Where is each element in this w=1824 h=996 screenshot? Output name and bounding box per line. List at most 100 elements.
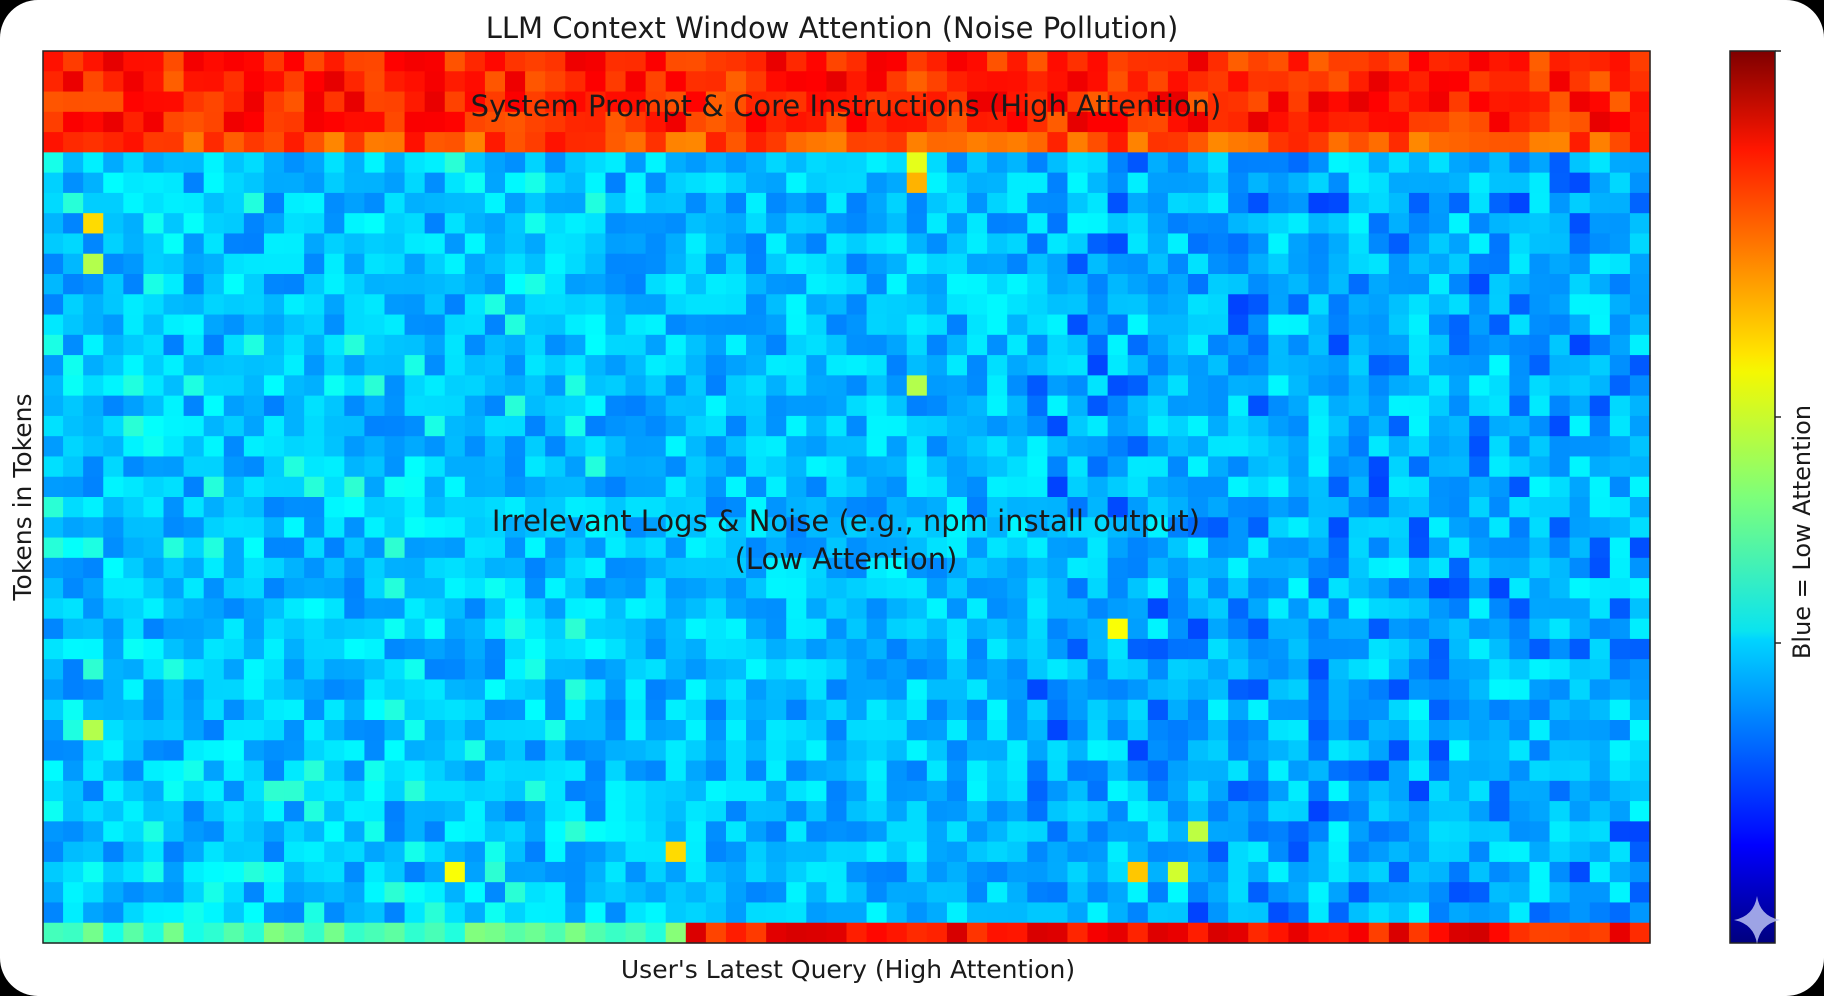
heatmap-cell [665, 213, 687, 235]
heatmap-cell [203, 456, 225, 478]
heatmap-cell [364, 213, 386, 235]
heatmap-cell [1529, 841, 1551, 863]
heatmap-cell [926, 760, 948, 782]
heatmap-cell [344, 395, 365, 417]
heatmap-cell [1589, 334, 1611, 356]
heatmap-cell [163, 355, 185, 376]
heatmap-cell [123, 132, 145, 153]
heatmap-cell [1589, 821, 1611, 843]
heatmap-cell [1007, 882, 1028, 904]
heatmap-cell [243, 497, 265, 518]
heatmap-cell [645, 192, 667, 214]
heatmap-cell [846, 91, 868, 113]
heatmap-cell [1288, 517, 1310, 539]
heatmap-cell [1328, 821, 1350, 843]
heatmap-cell [725, 659, 747, 681]
heatmap-cell [946, 882, 968, 904]
heatmap-cell [1529, 192, 1551, 214]
heatmap-cell [1007, 415, 1028, 437]
heatmap-cell [1248, 111, 1269, 133]
heatmap-cell [806, 699, 828, 721]
heatmap-cell [725, 537, 747, 559]
heatmap-cell [746, 861, 767, 883]
heatmap-cell [1529, 740, 1551, 762]
heatmap-cell [1147, 902, 1169, 924]
heatmap-cell [967, 91, 988, 113]
heatmap-cell [685, 476, 707, 498]
heatmap-cell [565, 882, 586, 904]
heatmap-cell [83, 172, 104, 194]
heatmap-cell [1348, 51, 1370, 72]
heatmap-cell [1268, 152, 1290, 174]
heatmap-cell [665, 740, 687, 762]
heatmap-cell [665, 497, 687, 518]
heatmap-cell [284, 598, 305, 620]
heatmap-cell [1328, 618, 1350, 640]
heatmap-cell [766, 740, 787, 762]
heatmap-cell [1569, 517, 1591, 539]
heatmap-cell [1167, 821, 1189, 843]
heatmap-cell [946, 213, 968, 235]
heatmap-cell [1127, 699, 1149, 721]
heatmap-cell [1007, 436, 1028, 458]
heatmap-cell [725, 132, 747, 153]
heatmap-cell [786, 659, 807, 681]
heatmap-cell [926, 780, 948, 802]
heatmap-cell [344, 314, 365, 336]
heatmap-cell [1208, 760, 1229, 782]
heatmap-cell [1549, 355, 1571, 376]
heatmap-cell [1248, 801, 1269, 822]
heatmap-cell [585, 618, 607, 640]
heatmap-cell [1127, 801, 1149, 822]
heatmap-cell [143, 375, 165, 397]
heatmap-cell [545, 375, 566, 397]
heatmap-cell [987, 638, 1008, 660]
heatmap-cell [484, 436, 506, 458]
heatmap-cell [1147, 395, 1169, 417]
heatmap-cell [1449, 720, 1470, 741]
heatmap-cell [746, 436, 767, 458]
heatmap-cell [806, 578, 828, 599]
heatmap-cell [866, 334, 888, 356]
heatmap-cell [1529, 598, 1551, 620]
heatmap-cell [746, 902, 767, 924]
heatmap-cell [1609, 497, 1631, 518]
heatmap-cell [926, 233, 948, 255]
heatmap-cell [967, 882, 988, 904]
heatmap-cell [1208, 334, 1229, 356]
heatmap-cell [143, 497, 165, 518]
heatmap-cell [1187, 233, 1209, 255]
heatmap-cell [926, 720, 948, 741]
heatmap-cell [304, 760, 325, 782]
heatmap-cell [284, 780, 305, 802]
heatmap-cell [1187, 740, 1209, 762]
heatmap-cell [83, 233, 104, 255]
heatmap-cell [1027, 253, 1048, 275]
heatmap-cell [364, 132, 386, 153]
heatmap-cell [826, 132, 848, 153]
heatmap-cell [384, 71, 406, 93]
heatmap-cell [766, 132, 787, 153]
heatmap-cell [1047, 415, 1069, 437]
heatmap-cell [1569, 699, 1591, 721]
heatmap-cell [886, 314, 908, 336]
heatmap-cell [846, 679, 868, 701]
heatmap-cell [1127, 780, 1149, 802]
heatmap-cell [605, 91, 627, 113]
heatmap-cell [645, 233, 667, 255]
heatmap-cell [43, 618, 64, 640]
heatmap-cell [1449, 882, 1470, 904]
heatmap-cell [163, 537, 185, 559]
heatmap-cell [926, 172, 948, 194]
heatmap-cell [806, 415, 828, 437]
heatmap-cell [585, 375, 607, 397]
heatmap-cell [967, 679, 988, 701]
heatmap-cell [243, 395, 265, 417]
heatmap-cell [223, 638, 245, 660]
heatmap-cell [123, 679, 145, 701]
heatmap-cell [725, 821, 747, 843]
heatmap-cell [304, 111, 325, 133]
heatmap-cell [1308, 476, 1330, 498]
heatmap-cell [1107, 334, 1129, 356]
heatmap-cell [786, 578, 807, 599]
